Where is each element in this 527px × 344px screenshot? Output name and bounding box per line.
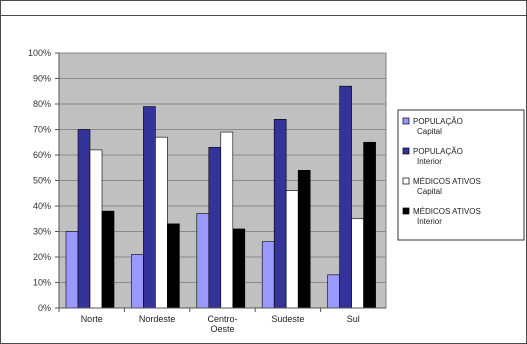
legend-swatch bbox=[402, 117, 410, 125]
legend-swatch bbox=[402, 207, 410, 215]
bar bbox=[220, 131, 234, 309]
bar bbox=[155, 136, 168, 309]
x-tick-label: Sul bbox=[347, 314, 360, 324]
x-tick-label: Centro-Oeste bbox=[207, 314, 237, 334]
bar bbox=[297, 170, 311, 309]
bar bbox=[89, 149, 103, 309]
y-tick-label: 70% bbox=[33, 125, 51, 135]
y-tick-label: 90% bbox=[33, 74, 51, 84]
bar bbox=[351, 218, 364, 309]
legend-label: MÉDICOS ATIVOS Capital bbox=[413, 177, 481, 196]
y-axis: 0% 10% 20% 30% 40% 50% 60% 70% 80% 90% 100% bbox=[28, 48, 60, 313]
bars bbox=[65, 85, 376, 309]
bar bbox=[208, 147, 222, 309]
legend-label: POPULAÇÃO Capital bbox=[413, 117, 463, 136]
y-tick-label: 50% bbox=[33, 176, 51, 186]
legend-box bbox=[397, 109, 525, 241]
bar bbox=[196, 213, 210, 309]
y-tick-label: 30% bbox=[33, 227, 51, 237]
y-tick-label: 0% bbox=[38, 303, 51, 313]
y-tick-label: 10% bbox=[33, 278, 51, 288]
y-tick-label: 20% bbox=[33, 252, 51, 262]
title-band bbox=[1, 1, 526, 16]
bar bbox=[232, 228, 246, 309]
legend-label: POPULAÇÃO Interior bbox=[413, 147, 463, 166]
y-tick-label: 100% bbox=[28, 48, 51, 58]
y-tick-label: 80% bbox=[33, 99, 51, 109]
bar bbox=[131, 254, 144, 309]
bar bbox=[363, 141, 376, 309]
bar bbox=[261, 241, 275, 309]
y-tick-label: 60% bbox=[33, 150, 51, 160]
legend-label: MÉDICOS ATIVOS Interior bbox=[413, 207, 481, 226]
legend-swatch bbox=[402, 147, 410, 155]
x-axis: Norte Nordeste Centro-Oeste Sudeste Sul bbox=[58, 307, 386, 334]
x-tick-label: Norte bbox=[81, 314, 103, 324]
bar bbox=[77, 129, 91, 309]
bar bbox=[143, 106, 156, 309]
bar bbox=[339, 85, 352, 309]
x-tick-label: Sudeste bbox=[271, 314, 304, 324]
bar bbox=[65, 231, 79, 309]
legend-swatch bbox=[402, 177, 410, 185]
bar bbox=[167, 223, 180, 309]
bar bbox=[285, 190, 299, 309]
bar bbox=[327, 274, 340, 309]
bar bbox=[273, 119, 287, 309]
bar bbox=[101, 210, 115, 309]
legend: POPULAÇÃO Capital POPULAÇÃO Interior MÉDICOS… bbox=[397, 109, 525, 241]
y-tick-label: 40% bbox=[33, 201, 51, 211]
x-tick-label: Nordeste bbox=[139, 314, 176, 324]
